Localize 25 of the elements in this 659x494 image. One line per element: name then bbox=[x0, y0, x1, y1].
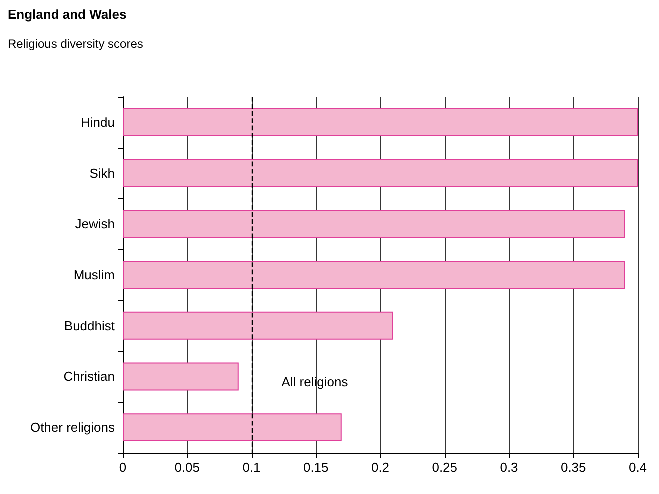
bar bbox=[123, 159, 638, 188]
x-tick-label: 0.4 bbox=[628, 460, 648, 475]
y-tick-label: Other religions bbox=[30, 420, 116, 436]
chart-subtitle: Religious diversity scores bbox=[8, 37, 144, 51]
x-tick-label: 0.15 bbox=[303, 460, 329, 475]
y-tick-label: Muslim bbox=[74, 268, 115, 282]
bar bbox=[123, 362, 239, 391]
y-tick-label: Christian bbox=[64, 369, 115, 384]
x-tick-label: 0 bbox=[119, 460, 127, 475]
bar bbox=[123, 210, 626, 238]
y-tick-label: Sikh bbox=[90, 166, 115, 181]
x-tick-label: 0.3 bbox=[500, 460, 518, 475]
bar bbox=[123, 108, 638, 136]
y-tick-label: Jewish bbox=[75, 216, 115, 232]
x-tick-label: 0.2 bbox=[371, 460, 390, 475]
chart-title: England and Wales bbox=[8, 7, 127, 22]
x-tick-label: 0.35 bbox=[560, 460, 586, 475]
y-tick-label: Hindu bbox=[81, 114, 115, 130]
bar bbox=[123, 312, 394, 340]
bar bbox=[123, 414, 342, 442]
x-tick-label: 0.1 bbox=[242, 460, 261, 475]
x-tick-label: 0.25 bbox=[432, 460, 458, 475]
y-tick-label: Buddhist bbox=[64, 318, 116, 334]
x-tick-label: 0.05 bbox=[174, 460, 200, 475]
bar bbox=[123, 261, 626, 289]
